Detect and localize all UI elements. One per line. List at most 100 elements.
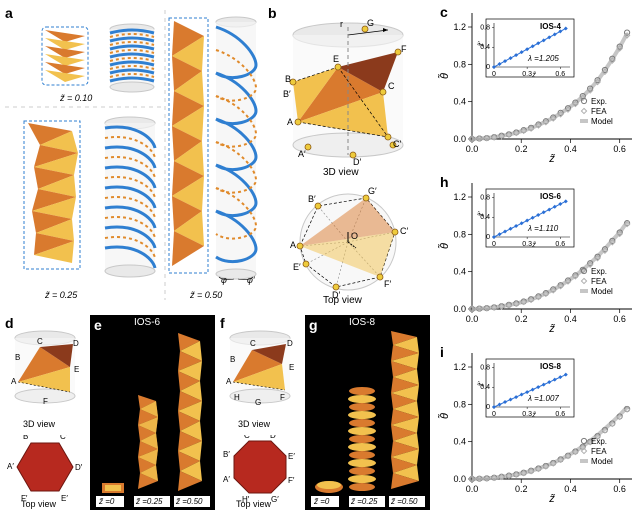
svg-text:θ̃: θ̃ — [438, 73, 451, 79]
svg-text:IOS-8: IOS-8 — [540, 362, 561, 371]
svg-text:i: i — [440, 345, 444, 360]
svg-text:B′: B′ — [23, 435, 30, 441]
svg-text:F: F — [280, 393, 285, 402]
svg-text:0.0: 0.0 — [466, 314, 479, 324]
svg-text:F′: F′ — [384, 279, 391, 289]
panel-d-top-label: Top view — [21, 499, 56, 509]
svg-text:Exp.: Exp. — [591, 437, 607, 446]
svg-text:θ̃: θ̃ — [438, 243, 451, 249]
panel-a-z010-caption: z̃ = 0.10 — [60, 93, 92, 103]
svg-text:0.6: 0.6 — [613, 484, 626, 494]
panel-a-z010 — [10, 20, 165, 100]
svg-text:O: O — [351, 231, 358, 241]
svg-text:0.0: 0.0 — [453, 304, 466, 314]
svg-text:0.8: 0.8 — [453, 229, 466, 239]
svg-text:λ =1.205: λ =1.205 — [527, 54, 559, 63]
svg-text:Exp.: Exp. — [591, 267, 607, 276]
svg-text:0.0: 0.0 — [453, 134, 466, 144]
svg-text:0.4: 0.4 — [564, 314, 577, 324]
svg-text:0.4: 0.4 — [453, 97, 466, 107]
svg-text:E′: E′ — [293, 262, 301, 272]
svg-text:D: D — [73, 339, 79, 348]
panel-b: b — [268, 5, 428, 305]
panel-g-tick-1: z̃ =0.25 — [351, 497, 377, 506]
panel-e-tick-2: z̃ =0.50 — [176, 497, 202, 506]
svg-text:E: E — [333, 54, 339, 64]
panel-a-z050-caption: z̃ = 0.50 — [190, 290, 222, 300]
svg-text:A′: A′ — [223, 475, 230, 484]
panel-b-topview-label: Top view — [323, 295, 362, 306]
svg-text:B: B — [230, 355, 235, 364]
svg-text:Model: Model — [591, 287, 613, 296]
svg-text:0: 0 — [486, 234, 490, 241]
svg-text:H: H — [234, 393, 240, 402]
panel-f-top-label: Top view — [236, 499, 271, 509]
svg-text:G: G — [367, 18, 374, 28]
panel-g-tick-0: z̃ =0 — [314, 497, 329, 506]
svg-text:z̃: z̃ — [548, 493, 555, 505]
svg-text:0.2: 0.2 — [515, 484, 528, 494]
svg-text:0.0: 0.0 — [453, 474, 466, 484]
svg-text:0.4: 0.4 — [564, 484, 577, 494]
svg-text:c: c — [440, 5, 448, 20]
panel-b-label: b — [268, 5, 277, 21]
panel-e-tick-1: z̃ =0.25 — [136, 497, 162, 506]
svg-text:z̃′: z̃′ — [478, 41, 485, 48]
svg-text:0.0: 0.0 — [466, 144, 479, 154]
svg-text:Exp.: Exp. — [591, 97, 607, 106]
svg-text:0.6: 0.6 — [613, 314, 626, 324]
svg-text:0.8: 0.8 — [480, 194, 490, 201]
svg-text:0.8: 0.8 — [480, 24, 490, 31]
svg-text:0.8: 0.8 — [453, 59, 466, 69]
svg-text:C′: C′ — [60, 435, 68, 441]
svg-text:A: A — [290, 240, 296, 250]
panel-b-3dview-label: 3D view — [323, 167, 359, 178]
panel-a-z025-caption: z̃ = 0.25 — [45, 290, 77, 300]
svg-text:z̃′: z̃′ — [478, 211, 485, 218]
svg-text:0.6: 0.6 — [613, 144, 626, 154]
panel-d-3d-label: 3D view — [23, 419, 55, 429]
panel-a-label: a — [5, 5, 13, 21]
svg-text:A: A — [287, 117, 293, 127]
svg-text:B′: B′ — [308, 194, 316, 204]
svg-text:A′: A′ — [298, 149, 306, 159]
svg-text:1.2: 1.2 — [453, 22, 466, 32]
svg-text:C′: C′ — [244, 435, 252, 440]
svg-text:B: B — [15, 353, 20, 362]
panel-f: f AB CD EF GH 3D view B′C′ D′E′ F′G′ H′A… — [220, 315, 300, 510]
panel-e-tick-0: z̃ =0 — [99, 497, 114, 506]
svg-text:A′: A′ — [7, 462, 14, 471]
svg-text:0.4: 0.4 — [564, 144, 577, 154]
svg-text:F′: F′ — [288, 476, 295, 485]
svg-text:z̃: z̃ — [548, 153, 555, 165]
panel-a: a z̃ = — [5, 5, 260, 305]
svg-text:A: A — [226, 377, 232, 386]
svg-text:C: C — [37, 337, 43, 346]
svg-text:0.3: 0.3 — [522, 411, 532, 418]
svg-text:0.3: 0.3 — [522, 71, 532, 78]
svg-text:0.6: 0.6 — [555, 411, 565, 418]
svg-text:FEA: FEA — [591, 107, 607, 116]
svg-text:E′: E′ — [288, 452, 295, 461]
svg-text:D′: D′ — [270, 435, 278, 440]
svg-text:G′: G′ — [368, 187, 377, 196]
svg-text:0: 0 — [492, 71, 496, 78]
svg-text:FEA: FEA — [591, 447, 607, 456]
panel-a-phi: φ — [221, 275, 227, 285]
panel-c-chart: c0.00.20.40.60.00.40.81.2z̃θ̃Exp.FEAMode… — [438, 5, 638, 165]
svg-text:0.8: 0.8 — [453, 399, 466, 409]
svg-text:0.8: 0.8 — [480, 364, 490, 371]
svg-text:0.2: 0.2 — [515, 314, 528, 324]
svg-text:A: A — [11, 377, 17, 386]
svg-text:h: h — [440, 175, 449, 190]
panel-g-label: g — [309, 317, 318, 333]
panel-a-z050 — [168, 13, 263, 303]
svg-text:C: C — [250, 339, 256, 348]
svg-text:z̃′: z̃′ — [478, 381, 485, 388]
svg-text:0: 0 — [486, 404, 490, 411]
svg-text:B′: B′ — [223, 450, 230, 459]
svg-text:C′: C′ — [400, 226, 408, 236]
panel-a-z025 — [10, 113, 165, 288]
svg-text:G′: G′ — [271, 495, 279, 504]
svg-text:Model: Model — [591, 117, 613, 126]
